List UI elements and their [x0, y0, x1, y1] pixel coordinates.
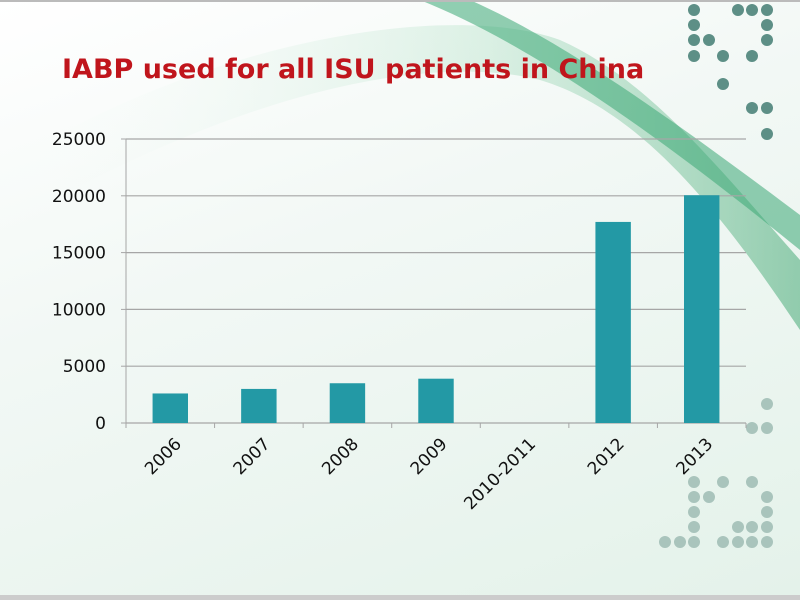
slide-title: IABP used for all ISU patients in China — [62, 54, 645, 85]
x-tick-label: 2013 — [673, 434, 718, 479]
bar-2013 — [684, 195, 720, 423]
x-tick-label: 2006 — [141, 434, 186, 479]
x-tick-label: 2012 — [584, 434, 629, 479]
bar-2008 — [329, 383, 366, 423]
y-tick-label: 20000 — [52, 187, 106, 207]
dot-pattern-top — [688, 4, 773, 140]
bar-2009 — [418, 378, 454, 423]
x-tick-label: 2008 — [318, 434, 363, 479]
bar-2007 — [241, 388, 277, 423]
x-tick-label: 2007 — [230, 434, 275, 479]
y-tick-label: 10000 — [52, 300, 106, 320]
y-tick-label: 0 — [95, 414, 106, 434]
y-tick-label: 15000 — [52, 244, 106, 264]
y-tick-label: 5000 — [63, 357, 106, 377]
x-tick-label: 2009 — [407, 434, 452, 479]
x-tick-label: 2010-2011 — [460, 434, 540, 514]
bar-2012 — [595, 221, 631, 423]
dot-pattern-bottom — [659, 398, 773, 548]
bar-2006 — [152, 393, 188, 423]
y-tick-label: 25000 — [52, 130, 106, 150]
